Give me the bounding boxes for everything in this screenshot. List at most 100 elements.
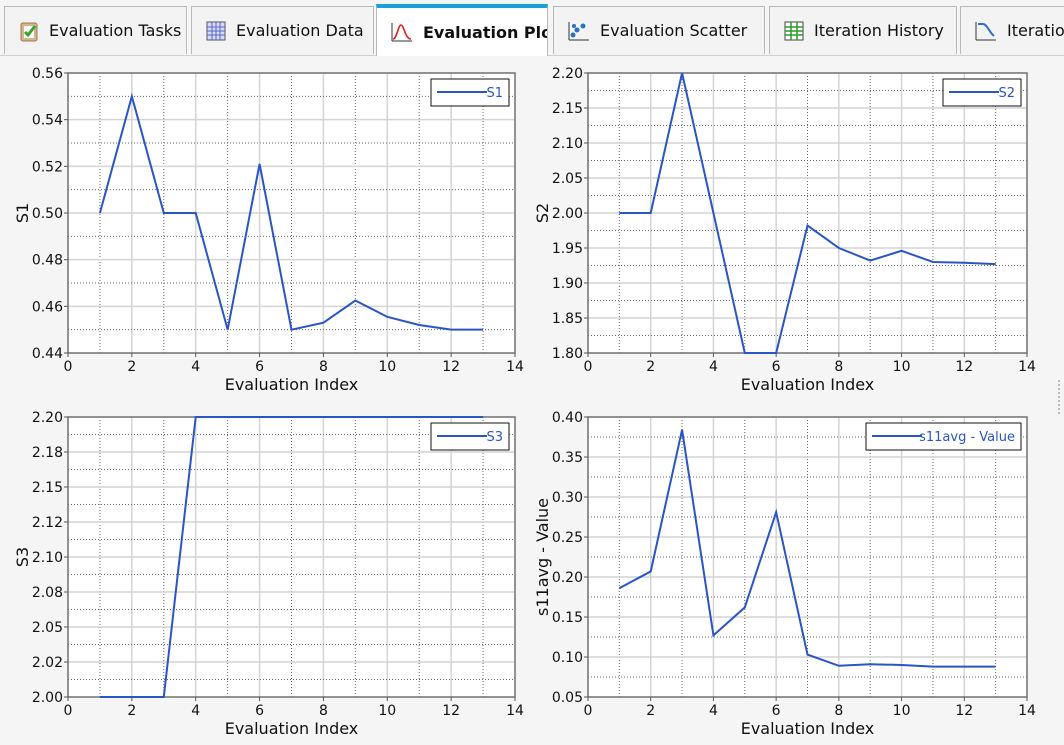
x-tick-label: 0 <box>64 703 73 719</box>
x-tick-label: 6 <box>255 359 264 375</box>
x-tick-label: 0 <box>64 359 73 375</box>
x-tick-label: 4 <box>709 703 718 719</box>
x-tick-label: 8 <box>834 359 843 375</box>
x-tick-label: 6 <box>772 359 781 375</box>
x-tick-label: 12 <box>442 359 460 375</box>
y-tick-label: 0.50 <box>32 206 63 222</box>
tab-label: Evaluation Scatter <box>600 21 748 40</box>
y-axis-label: s11avg - Value <box>533 498 552 616</box>
x-tick-label: 4 <box>191 703 200 719</box>
y-tick-label: 0.44 <box>32 346 63 362</box>
x-tick-label: 2 <box>127 359 136 375</box>
y-tick-label: 2.00 <box>552 206 583 222</box>
y-tick-label: 0.46 <box>32 299 63 315</box>
y-tick-label: 2.00 <box>32 690 63 706</box>
x-tick-label: 14 <box>506 703 524 719</box>
x-tick-label: 0 <box>584 703 593 719</box>
tab-evaluation-data[interactable]: Evaluation Data <box>191 6 374 54</box>
y-axis-label: S2 <box>533 203 552 223</box>
tab-iteration-history[interactable]: Iteration History <box>769 6 957 54</box>
x-axis-label: Evaluation Index <box>741 719 875 738</box>
y-tick-label: 1.95 <box>552 241 583 257</box>
x-tick-label: 4 <box>709 359 718 375</box>
tab-iteration[interactable]: Iteration <box>960 6 1064 54</box>
y-tick-label: 2.02 <box>32 655 63 671</box>
y-tick-label: 1.90 <box>552 276 583 292</box>
y-tick-label: 0.15 <box>552 610 583 626</box>
x-tick-label: 2 <box>127 703 136 719</box>
y-tick-label: 2.10 <box>32 550 63 566</box>
line-plot-icon <box>391 23 412 42</box>
y-tick-label: 0.56 <box>32 66 63 82</box>
y-tick-label: 0.35 <box>552 450 583 466</box>
y-tick-label: 1.85 <box>552 311 583 327</box>
x-tick-label: 10 <box>893 359 911 375</box>
y-tick-label: 0.40 <box>552 410 583 426</box>
y-tick-label: 0.10 <box>552 650 583 666</box>
x-tick-label: 10 <box>378 359 396 375</box>
y-tick-label: 0.25 <box>552 530 583 546</box>
x-tick-label: 10 <box>378 703 396 719</box>
tab-label: Evaluation Data <box>236 21 364 40</box>
y-tick-label: 2.20 <box>552 66 583 82</box>
x-axis-label: Evaluation Index <box>225 375 359 394</box>
tab-label: Evaluation Plot <box>423 22 548 42</box>
plot-frame <box>587 416 1028 698</box>
table-grid-icon <box>206 21 226 40</box>
s1-chart: 0 2 4 6 8 10 12 14 0.44 0.46 0.48 0.50 0.52 0.54 0.56 E… <box>13 66 524 394</box>
tab-label: Iteration History <box>814 21 944 40</box>
y-tick-label: 0.48 <box>32 253 63 269</box>
y-tick-label: 2.08 <box>32 585 63 601</box>
x-axis-label: Evaluation Index <box>225 719 359 738</box>
x-tick-label: 12 <box>442 703 460 719</box>
legend-label: S2 <box>998 86 1015 101</box>
x-tick-label: 0 <box>584 359 593 375</box>
x-axis-label: Evaluation Index <box>741 375 875 394</box>
x-tick-label: 10 <box>893 703 911 719</box>
y-tick-label: 2.15 <box>552 101 583 117</box>
scatter-icon <box>568 21 589 40</box>
y-tick-label: 1.80 <box>552 346 583 362</box>
tab-label: Evaluation Tasks <box>49 21 182 40</box>
y-tick-label: 0.20 <box>552 570 583 586</box>
y-tick-label: 0.54 <box>32 113 63 129</box>
y-tick-label: 2.15 <box>32 480 63 496</box>
splitter-handle[interactable] <box>1058 380 1062 414</box>
x-tick-label: 14 <box>506 359 524 375</box>
tab-label: Iteration <box>1007 21 1064 40</box>
tab-bar: Evaluation Tasks Evaluation Data Evaluat… <box>0 0 1064 56</box>
legend-label: s11avg - Value <box>919 430 1015 445</box>
tab-evaluation-tasks[interactable]: Evaluation Tasks <box>4 6 187 54</box>
s3-chart: 0 2 4 6 8 10 12 14 2.00 2.02 2.05 2.08 2.10 2.12 2.15 2… <box>13 410 524 738</box>
x-tick-label: 8 <box>319 703 328 719</box>
y-tick-label: 2.05 <box>552 171 583 187</box>
y-tick-label: 2.18 <box>32 445 63 461</box>
y-tick-label: 2.12 <box>32 515 63 531</box>
y-tick-label: 2.20 <box>32 410 63 426</box>
green-table-icon <box>784 21 804 40</box>
y-axis-label: S1 <box>13 203 32 223</box>
legend-label: S3 <box>486 430 503 445</box>
s11avg-chart: 0 2 4 6 8 10 12 14 0.05 0.10 0.15 0.20 0.25 0.30 0.35 0… <box>533 410 1036 738</box>
tab-evaluation-scatter[interactable]: Evaluation Scatter <box>553 6 765 54</box>
x-tick-label: 2 <box>646 703 655 719</box>
x-tick-label: 14 <box>1018 359 1036 375</box>
x-tick-label: 12 <box>955 359 973 375</box>
x-tick-label: 4 <box>191 359 200 375</box>
curve-plot-icon <box>975 21 996 40</box>
x-tick-label: 2 <box>646 359 655 375</box>
y-tick-label: 0.30 <box>552 490 583 506</box>
y-tick-label: 2.05 <box>32 620 63 636</box>
clipboard-check-icon <box>20 22 38 41</box>
y-tick-label: 2.10 <box>552 136 583 152</box>
y-axis-label: S3 <box>13 547 32 567</box>
s2-chart: 0 2 4 6 8 10 12 14 1.80 1.85 1.90 1.95 2.00 2.05 2.10 2… <box>533 66 1036 394</box>
x-tick-label: 8 <box>319 359 328 375</box>
x-tick-label: 6 <box>255 703 264 719</box>
tab-evaluation-plot[interactable]: Evaluation Plot <box>376 4 548 56</box>
legend-label: S1 <box>486 86 503 101</box>
x-tick-label: 12 <box>955 703 973 719</box>
y-tick-label: 0.05 <box>552 690 583 706</box>
x-tick-label: 6 <box>772 703 781 719</box>
x-tick-label: 14 <box>1018 703 1036 719</box>
